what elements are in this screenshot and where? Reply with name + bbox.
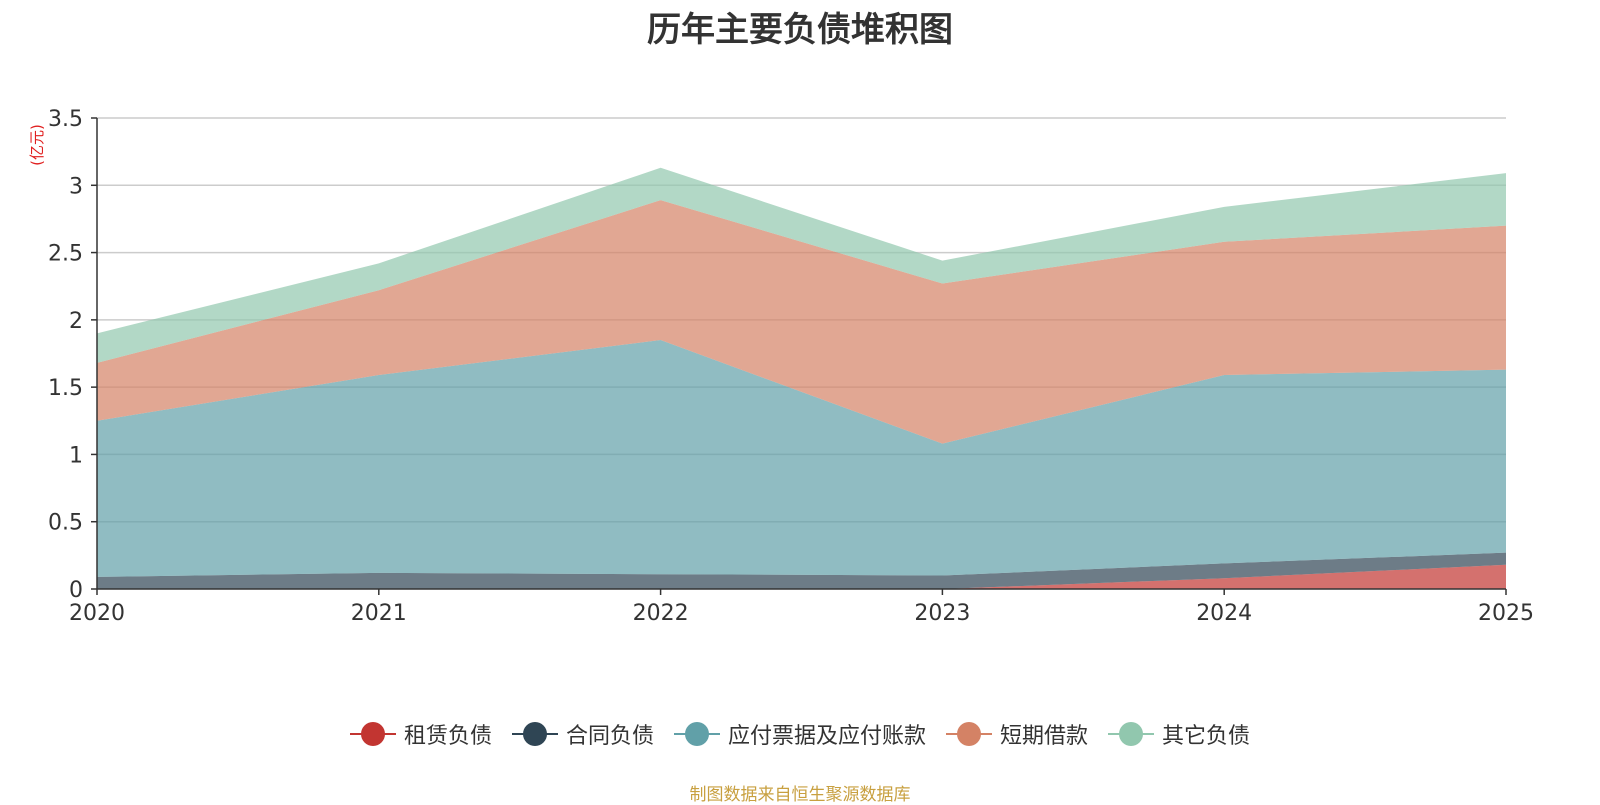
- legend: 租赁负债 合同负债 应付票据及应付账款 短期借款 其它负债: [0, 718, 1600, 750]
- legend-item-1[interactable]: 合同负债: [511, 718, 654, 750]
- area-series-4[interactable]: [97, 167, 1506, 363]
- legend-marker-icon: [946, 722, 992, 746]
- y-tick-label: 0: [69, 578, 83, 603]
- legend-marker-icon: [349, 722, 396, 746]
- y-tick-label: 2: [69, 309, 83, 334]
- x-tick-label: 2024: [1196, 601, 1252, 626]
- y-axis-unit-label: (亿元): [28, 124, 46, 166]
- x-tick-label: 2023: [914, 601, 970, 626]
- x-tick-label: 2022: [633, 601, 689, 626]
- legend-item-0[interactable]: 租赁负债: [349, 718, 492, 750]
- x-tick-label: 2025: [1478, 601, 1534, 626]
- legend-marker-icon: [1108, 722, 1155, 746]
- y-tick-label: 1.5: [48, 376, 83, 401]
- chart-title: 历年主要负债堆积图: [647, 10, 953, 50]
- legend-marker-icon: [673, 722, 720, 746]
- y-tick-label: 3: [69, 174, 83, 199]
- area-series-2[interactable]: [97, 340, 1506, 577]
- y-tick-label: 1: [69, 443, 83, 468]
- legend-item-3[interactable]: 短期借款: [946, 718, 1088, 750]
- legend-marker-icon: [511, 722, 558, 746]
- legend-label: 租赁负债: [403, 724, 492, 749]
- y-tick-label: 2.5: [48, 242, 83, 267]
- area-layer: [97, 167, 1506, 589]
- area-series-1[interactable]: [97, 552, 1506, 589]
- axis-layer: 0 0.5 1 1.5 2 2.5 3 3.5 2020 2021 2022 2023 2024 2025: [48, 107, 1534, 626]
- legend-label: 其它负债: [1162, 724, 1251, 749]
- area-series-3[interactable]: [97, 200, 1506, 444]
- legend-item-2[interactable]: 应付票据及应付账款: [673, 718, 926, 750]
- area-series-0[interactable]: [97, 564, 1506, 589]
- legend-label: 短期借款: [1000, 724, 1089, 749]
- legend-label: 应付票据及应付账款: [727, 724, 926, 749]
- y-tick-label: 0.5: [48, 511, 83, 536]
- source-note: 制图数据来自恒生聚源数据库: [689, 785, 911, 805]
- legend-item-4[interactable]: 其它负债: [1108, 718, 1250, 750]
- x-tick-label: 2020: [69, 601, 125, 626]
- legend-label: 合同负债: [565, 724, 654, 749]
- x-tick-label: 2021: [351, 601, 407, 626]
- y-tick-label: 3.5: [48, 107, 83, 132]
